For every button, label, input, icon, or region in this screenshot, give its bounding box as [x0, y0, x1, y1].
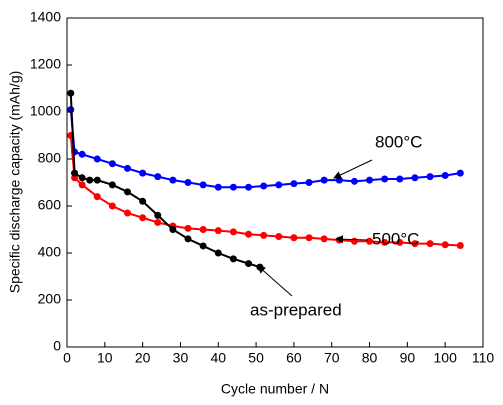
x-tick-label: 70 [324, 350, 340, 366]
series-line [69, 109, 461, 189]
data-point [320, 176, 328, 184]
series-label: 800°C [375, 132, 422, 151]
y-tick-label: 600 [38, 197, 62, 213]
frame [66, 17, 484, 348]
data-point [396, 175, 404, 183]
x-tick-label: 90 [400, 350, 416, 366]
y-tick-label: 1000 [30, 103, 61, 119]
x-tick-label: 0 [63, 350, 71, 366]
data-point [154, 173, 162, 181]
data-point [214, 227, 222, 235]
data-point [381, 238, 389, 246]
data-point [108, 160, 116, 168]
series-line [69, 93, 261, 269]
data-point [139, 214, 147, 222]
data-point [260, 182, 268, 190]
x-axis-label: Cycle number / N [221, 381, 329, 397]
y-tick-label: 1400 [30, 9, 61, 25]
data-point [86, 176, 94, 184]
data-point [184, 235, 192, 243]
data-point [124, 164, 132, 172]
y-tick-label: 0 [53, 338, 61, 354]
data-point [199, 226, 207, 233]
x-tick-label: 30 [173, 350, 189, 366]
data-point [320, 235, 328, 243]
data-point [184, 224, 192, 232]
data-point [411, 240, 419, 248]
data-point [139, 169, 147, 177]
data-point [124, 209, 132, 217]
data-point [199, 242, 207, 250]
data-point [426, 173, 434, 181]
data-point [108, 202, 116, 210]
data-point [396, 238, 404, 246]
data-point [67, 89, 75, 97]
data-point [78, 174, 86, 182]
data-point [108, 181, 116, 189]
data-point [350, 237, 358, 245]
data-point [229, 255, 237, 263]
data-point [93, 176, 101, 184]
arrow [257, 265, 293, 297]
arrow [333, 159, 373, 179]
data-point [229, 228, 237, 236]
data-point [245, 230, 253, 238]
y-axis-label: Specific discharge capacity (mAh/g) [7, 71, 23, 294]
data-point [290, 180, 298, 188]
data-point [93, 193, 101, 201]
data-point [184, 179, 192, 186]
data-point [426, 240, 434, 248]
plot-area [67, 89, 464, 271]
x-tick-label: 40 [210, 350, 226, 366]
x-tick-label: 80 [362, 350, 378, 366]
y-tick-label: 1200 [30, 56, 61, 72]
data-point [456, 241, 464, 249]
x-tick-label: 20 [135, 350, 151, 366]
data-point [381, 175, 389, 183]
data-point [275, 233, 283, 241]
data-point [245, 183, 253, 191]
data-point [78, 150, 86, 158]
data-point [366, 176, 374, 184]
x-tick-label: 60 [286, 350, 302, 366]
data-point [305, 234, 313, 242]
x-tick-label: 10 [97, 350, 113, 366]
data-point [305, 179, 313, 186]
data-point [124, 188, 132, 196]
data-point [214, 183, 222, 191]
data-point [245, 260, 253, 268]
data-point [229, 183, 237, 191]
data-point [290, 234, 298, 242]
data-point [71, 169, 79, 177]
y-tick-label: 400 [38, 244, 62, 260]
data-point [93, 155, 101, 163]
data-point [169, 226, 177, 233]
arrow [335, 235, 369, 244]
series-line [69, 135, 461, 247]
data-point [199, 181, 207, 189]
data-point [456, 169, 464, 177]
data-point [350, 177, 358, 185]
series-label: 500°C [372, 229, 419, 248]
data-point [275, 181, 283, 189]
data-point [169, 176, 177, 184]
data-point [214, 249, 222, 257]
series-label: as-prepared [250, 300, 342, 319]
y-tick-label: 200 [38, 291, 62, 307]
data-point [139, 197, 147, 205]
data-point [335, 176, 343, 184]
x-tick-label: 50 [248, 350, 264, 366]
data-point [441, 171, 449, 179]
data-point [260, 231, 268, 239]
x-tick-label: 110 [472, 350, 495, 366]
x-tick-label: 100 [434, 350, 458, 366]
data-point [78, 181, 86, 189]
y-tick-label: 800 [38, 150, 62, 166]
data-point [154, 211, 162, 219]
data-point [335, 236, 343, 244]
data-point [411, 174, 419, 182]
data-point [441, 241, 449, 249]
data-point [154, 218, 162, 226]
